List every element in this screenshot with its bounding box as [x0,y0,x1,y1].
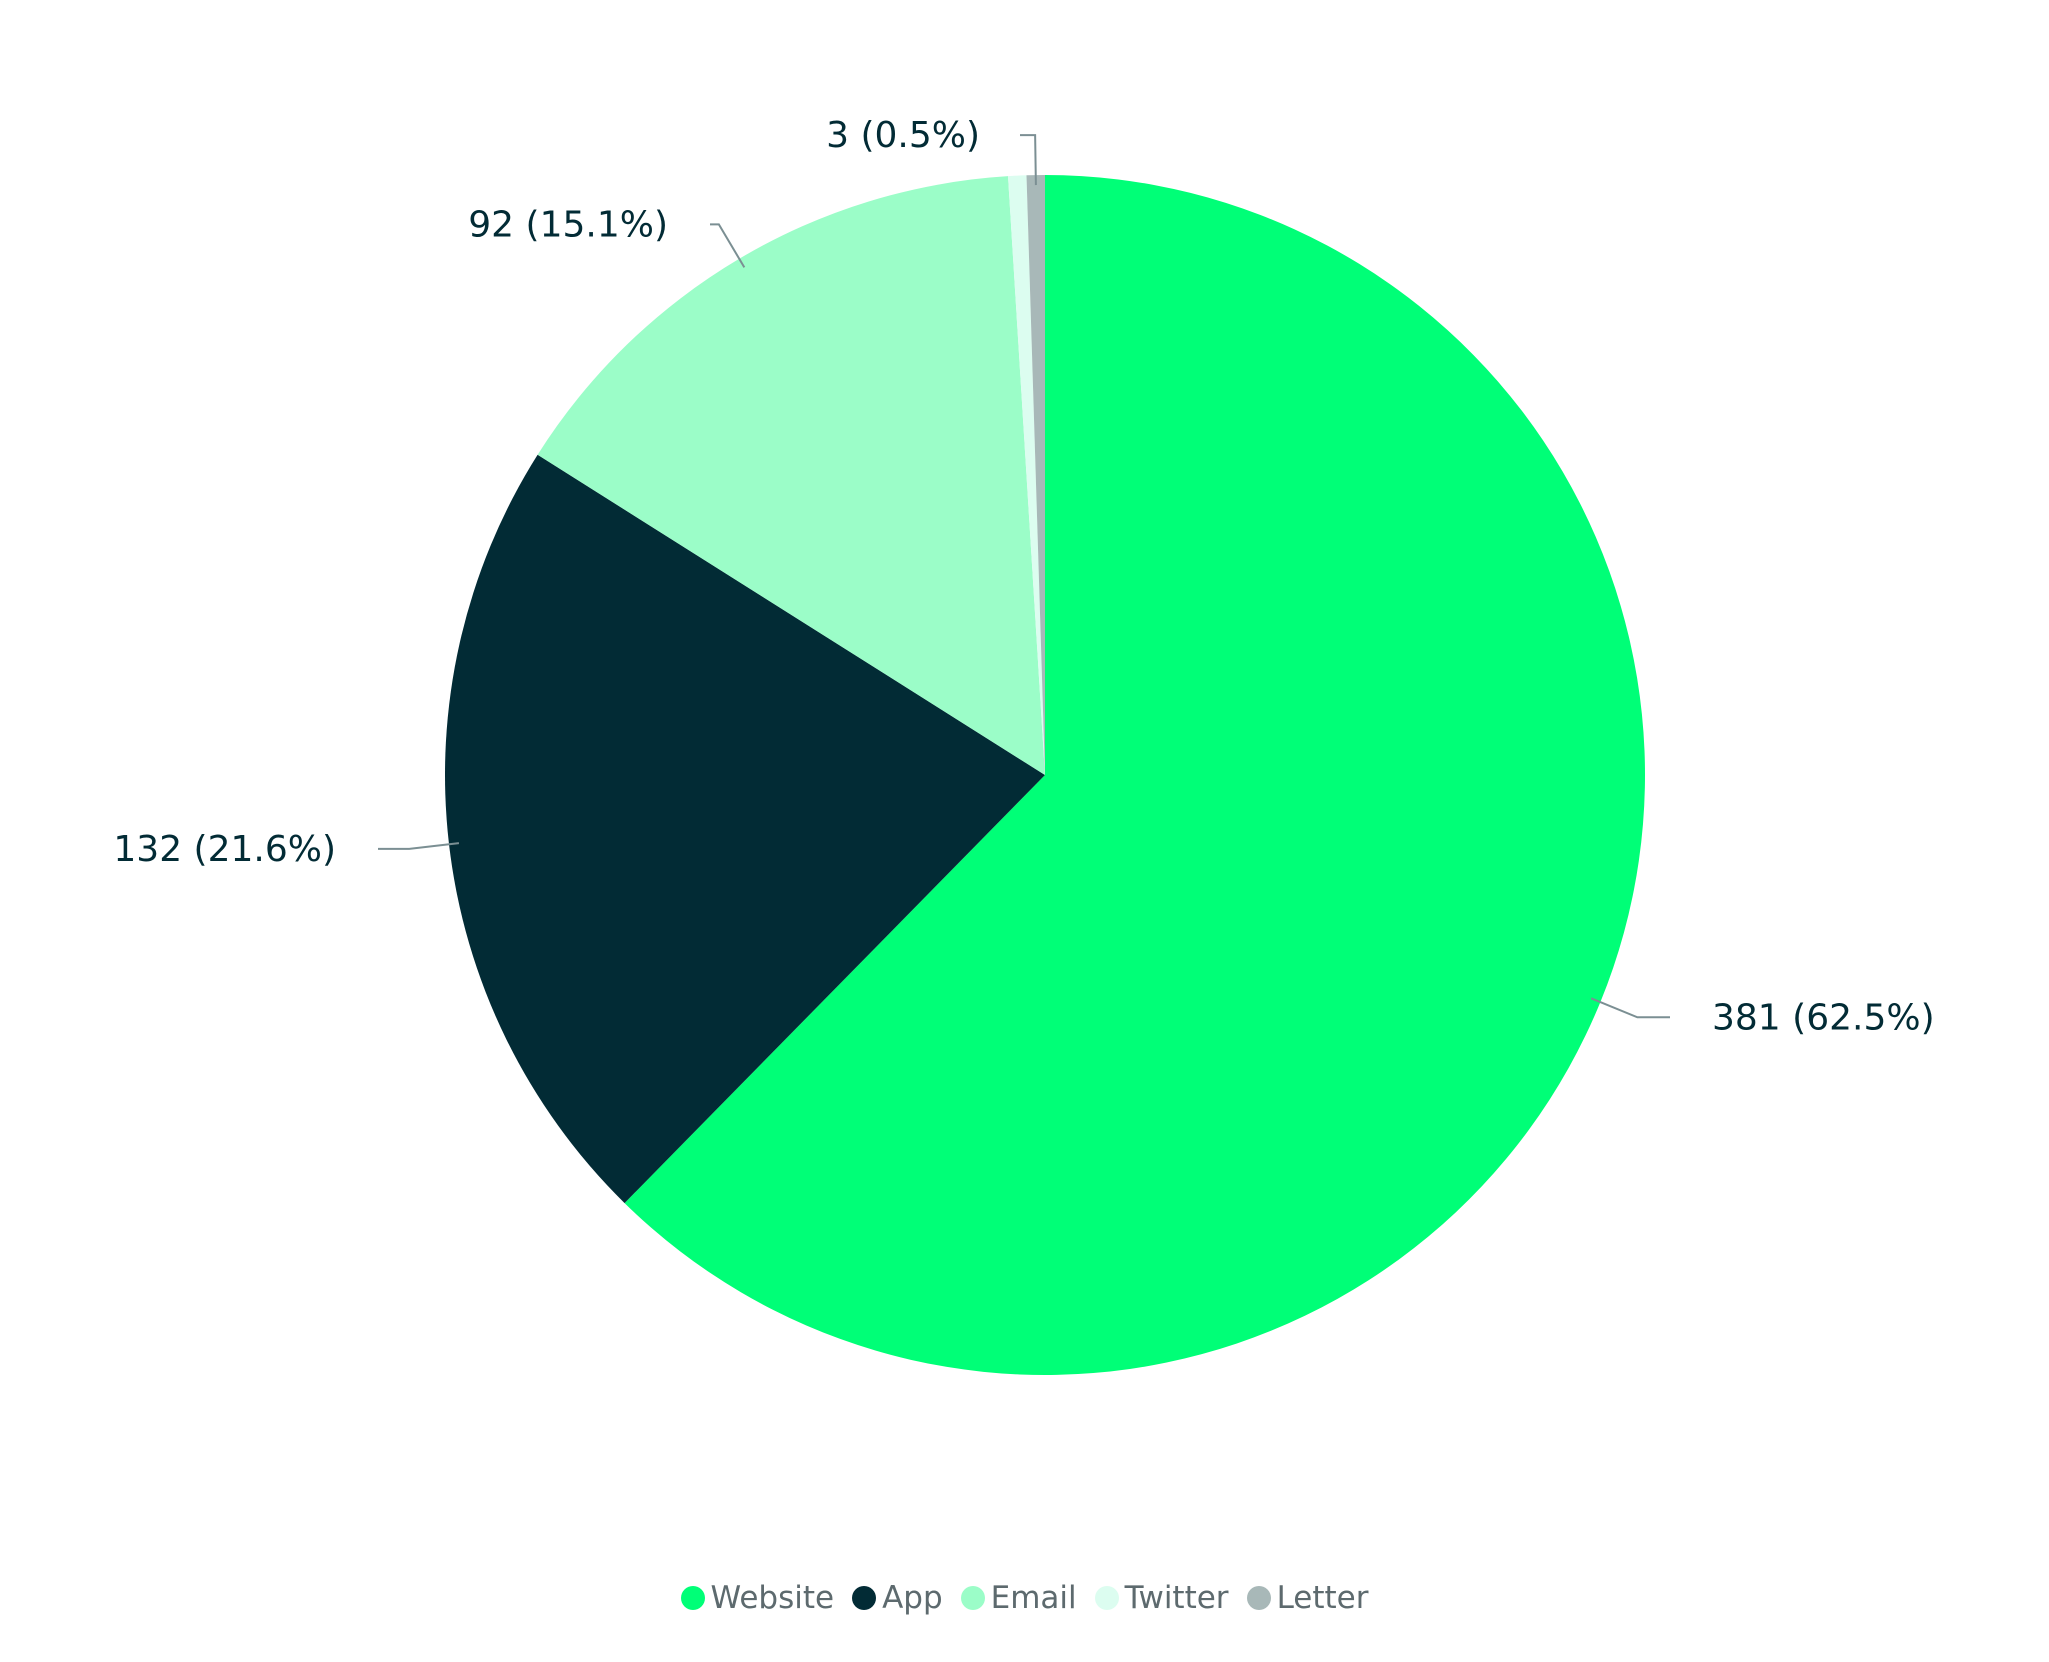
legend-item-app[interactable]: App [852,1580,943,1616]
legend: Website App Email Twitter Letter [0,1580,2049,1616]
legend-item-website[interactable]: Website [680,1580,835,1616]
legend-label-website: Website [710,1580,835,1616]
legend-swatch-letter [1246,1586,1271,1610]
legend-swatch-twitter [1094,1586,1119,1610]
legend-swatch-app [852,1586,877,1610]
data-label-email: 92 (15.1%) [468,204,668,245]
leader-line-email [710,223,746,268]
legend-label-twitter: Twitter [1124,1580,1229,1616]
leader-line-letter [1020,134,1037,186]
data-label-letter: 3 (0.5%) [826,115,980,156]
data-label-website: 381 (62.5%) [1712,997,1935,1038]
legend-label-email: Email [990,1580,1077,1616]
legend-label-app: App [882,1580,943,1616]
legend-label-letter: Letter [1276,1580,1369,1616]
leader-line-app [378,842,460,850]
legend-swatch-website [680,1586,705,1610]
leader-line-website [1590,997,1670,1019]
pie-slice-twitter [1008,175,1045,775]
pie-slice-email [537,176,1045,775]
legend-swatch-email [960,1586,985,1610]
legend-item-letter[interactable]: Letter [1246,1580,1369,1616]
legend-item-twitter[interactable]: Twitter [1094,1580,1229,1616]
pie-slice-website [624,175,1646,1375]
pie-slice-app [445,454,1045,1204]
pie-slice-letter [1026,175,1045,775]
pie-chart-canvas: 381 (62.5%) 132 (21.6%) 92 (15.1%) 3 (0.5%) [113,115,1935,1375]
legend-item-email[interactable]: Email [960,1580,1077,1616]
data-label-app: 132 (21.6%) [113,829,336,870]
